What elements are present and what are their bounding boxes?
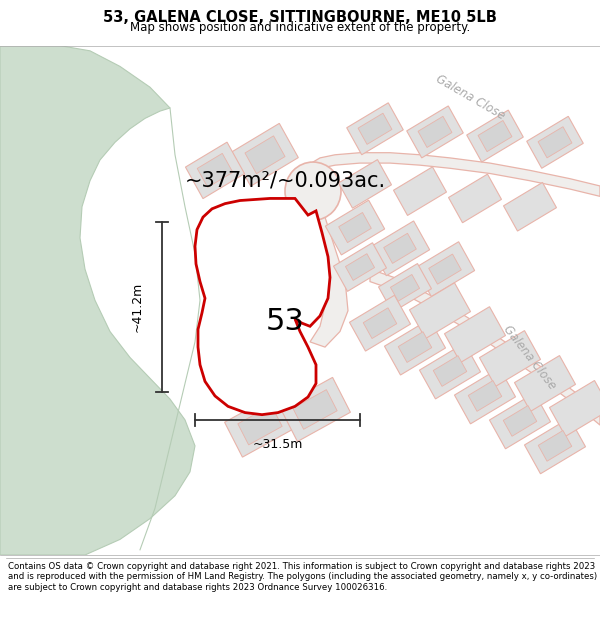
Text: Galena Close: Galena Close (501, 323, 559, 392)
Polygon shape (347, 102, 403, 155)
Polygon shape (185, 142, 245, 199)
Polygon shape (346, 254, 374, 281)
Polygon shape (383, 233, 416, 263)
Polygon shape (338, 213, 371, 243)
Polygon shape (418, 116, 452, 148)
Polygon shape (419, 343, 481, 399)
Text: ~41.2m: ~41.2m (131, 282, 144, 332)
Polygon shape (468, 381, 502, 411)
Circle shape (285, 162, 341, 220)
Polygon shape (409, 282, 470, 339)
Polygon shape (428, 254, 461, 284)
Polygon shape (297, 191, 348, 347)
Polygon shape (195, 199, 330, 414)
Polygon shape (503, 406, 537, 436)
Text: 53: 53 (266, 307, 304, 336)
Polygon shape (385, 319, 446, 375)
Text: ~377m²/~0.093ac.: ~377m²/~0.093ac. (184, 171, 386, 191)
Polygon shape (514, 356, 575, 411)
Polygon shape (467, 110, 523, 162)
Polygon shape (503, 182, 556, 231)
Polygon shape (293, 389, 337, 429)
Polygon shape (232, 123, 298, 186)
Polygon shape (527, 116, 583, 168)
Polygon shape (445, 307, 506, 362)
Polygon shape (538, 127, 572, 158)
Polygon shape (280, 378, 350, 441)
Text: Contains OS data © Crown copyright and database right 2021. This information is : Contains OS data © Crown copyright and d… (8, 562, 597, 592)
Polygon shape (228, 305, 282, 358)
Polygon shape (197, 153, 233, 188)
Polygon shape (325, 200, 385, 255)
Polygon shape (479, 331, 541, 386)
Polygon shape (358, 113, 392, 144)
Polygon shape (379, 264, 431, 312)
Polygon shape (394, 167, 446, 216)
Polygon shape (478, 121, 512, 152)
Polygon shape (228, 212, 282, 264)
Polygon shape (398, 332, 432, 362)
Polygon shape (238, 405, 282, 445)
Polygon shape (415, 242, 475, 296)
Polygon shape (338, 159, 391, 208)
Polygon shape (449, 174, 502, 222)
Polygon shape (224, 393, 295, 457)
Polygon shape (550, 381, 600, 436)
Polygon shape (524, 418, 586, 474)
Polygon shape (433, 356, 467, 386)
Text: Galena Close: Galena Close (433, 72, 507, 122)
Text: 53, GALENA CLOSE, SITTINGBOURNE, ME10 5LB: 53, GALENA CLOSE, SITTINGBOURNE, ME10 5L… (103, 10, 497, 25)
Polygon shape (313, 152, 600, 196)
Polygon shape (391, 274, 419, 301)
Polygon shape (370, 269, 600, 425)
Polygon shape (245, 136, 285, 174)
Polygon shape (0, 46, 195, 555)
Polygon shape (454, 368, 515, 424)
Polygon shape (370, 221, 430, 276)
Polygon shape (490, 393, 551, 449)
Polygon shape (538, 431, 572, 461)
Polygon shape (363, 308, 397, 339)
Text: Map shows position and indicative extent of the property.: Map shows position and indicative extent… (130, 21, 470, 34)
Polygon shape (334, 242, 386, 291)
Text: ~31.5m: ~31.5m (253, 438, 302, 451)
Polygon shape (407, 106, 463, 158)
Polygon shape (349, 295, 410, 351)
